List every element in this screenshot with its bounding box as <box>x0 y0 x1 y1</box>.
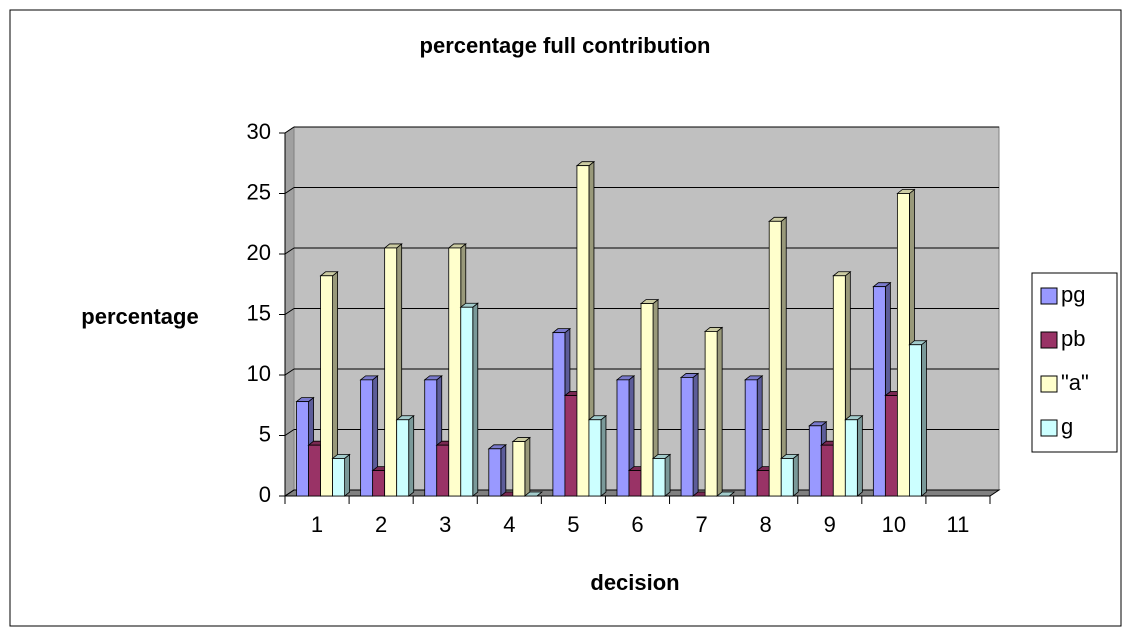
y-tick-label: 25 <box>247 179 271 204</box>
grid-line-side <box>284 429 295 436</box>
bar <box>616 379 630 497</box>
grid-line-side <box>284 126 295 134</box>
bar <box>640 303 654 497</box>
legend-key <box>1040 419 1058 437</box>
bar <box>768 220 782 497</box>
bar-side <box>408 414 415 497</box>
bar <box>552 332 566 497</box>
grid-line-side <box>284 489 295 497</box>
grid-line-side <box>284 308 295 315</box>
grid-line-side <box>284 368 295 376</box>
y-tick-label: 10 <box>247 361 271 386</box>
bar-side <box>524 436 531 497</box>
bar <box>680 377 694 497</box>
bar <box>896 193 910 497</box>
y-tick-label: 30 <box>247 119 271 144</box>
bar <box>872 286 886 497</box>
y-tick-label: 20 <box>247 240 271 265</box>
y-axis-label: percentage <box>81 304 198 329</box>
bar <box>296 401 309 497</box>
bar <box>320 275 333 497</box>
bar <box>448 247 462 497</box>
bar-top <box>715 491 736 497</box>
x-tick-label: 9 <box>824 512 836 537</box>
bar-side <box>472 302 479 497</box>
bar-side <box>921 339 927 497</box>
bar <box>808 425 822 497</box>
legend-label: pb <box>1061 326 1085 351</box>
x-tick-label: 3 <box>439 512 451 537</box>
y-tick-label: 5 <box>259 421 271 446</box>
bar-side <box>600 414 607 497</box>
x-tick-label: 1 <box>311 512 323 537</box>
grid-line-side <box>284 247 295 255</box>
bar-side <box>716 326 723 497</box>
x-tick-label: 10 <box>882 512 906 537</box>
bar <box>704 331 718 497</box>
bar-side <box>856 414 863 497</box>
y-tick-label: 0 <box>259 482 271 507</box>
legend-label: g <box>1061 414 1073 439</box>
bar-side <box>692 372 699 497</box>
bar <box>372 470 386 497</box>
bar <box>884 395 898 497</box>
bar <box>832 275 846 497</box>
x-tick-label: 11 <box>947 512 970 537</box>
bar-top <box>523 491 544 497</box>
bar <box>844 419 858 497</box>
bar-side <box>780 216 787 497</box>
bar <box>628 470 642 497</box>
grid-line-side <box>284 187 295 194</box>
bar <box>588 419 602 497</box>
x-tick-label: 6 <box>631 512 643 537</box>
bar <box>909 344 922 497</box>
bar-side <box>500 443 507 497</box>
x-tick-label: 8 <box>760 512 772 537</box>
legend-key <box>1040 375 1058 393</box>
bar-side <box>664 453 671 497</box>
y-tick-label: 15 <box>247 300 271 325</box>
bar <box>564 395 578 497</box>
bar <box>512 441 526 497</box>
bar <box>460 306 474 497</box>
legend-key <box>1040 331 1058 349</box>
bar <box>396 419 410 497</box>
bar <box>488 448 502 497</box>
bar <box>756 470 770 497</box>
legend-key <box>1040 287 1058 305</box>
x-tick-label: 7 <box>695 512 707 537</box>
bar <box>436 444 450 497</box>
bar <box>820 444 834 497</box>
bar <box>308 444 321 497</box>
bar <box>780 458 794 497</box>
bar <box>332 458 346 497</box>
bar <box>652 458 666 497</box>
chart-title: percentage full contribution <box>420 33 711 58</box>
x-tick-label: 4 <box>503 512 515 537</box>
bar <box>576 165 590 497</box>
bar-side <box>344 453 351 497</box>
bar-side <box>792 453 799 497</box>
x-tick-label: 2 <box>375 512 387 537</box>
legend-label: "a" <box>1061 370 1089 395</box>
x-tick-label: 5 <box>567 512 579 537</box>
bar <box>744 379 758 497</box>
x-axis-label: decision <box>590 570 679 595</box>
bar <box>384 247 398 497</box>
bar <box>424 379 438 497</box>
legend-label: pg <box>1061 282 1085 307</box>
bar <box>360 379 374 497</box>
